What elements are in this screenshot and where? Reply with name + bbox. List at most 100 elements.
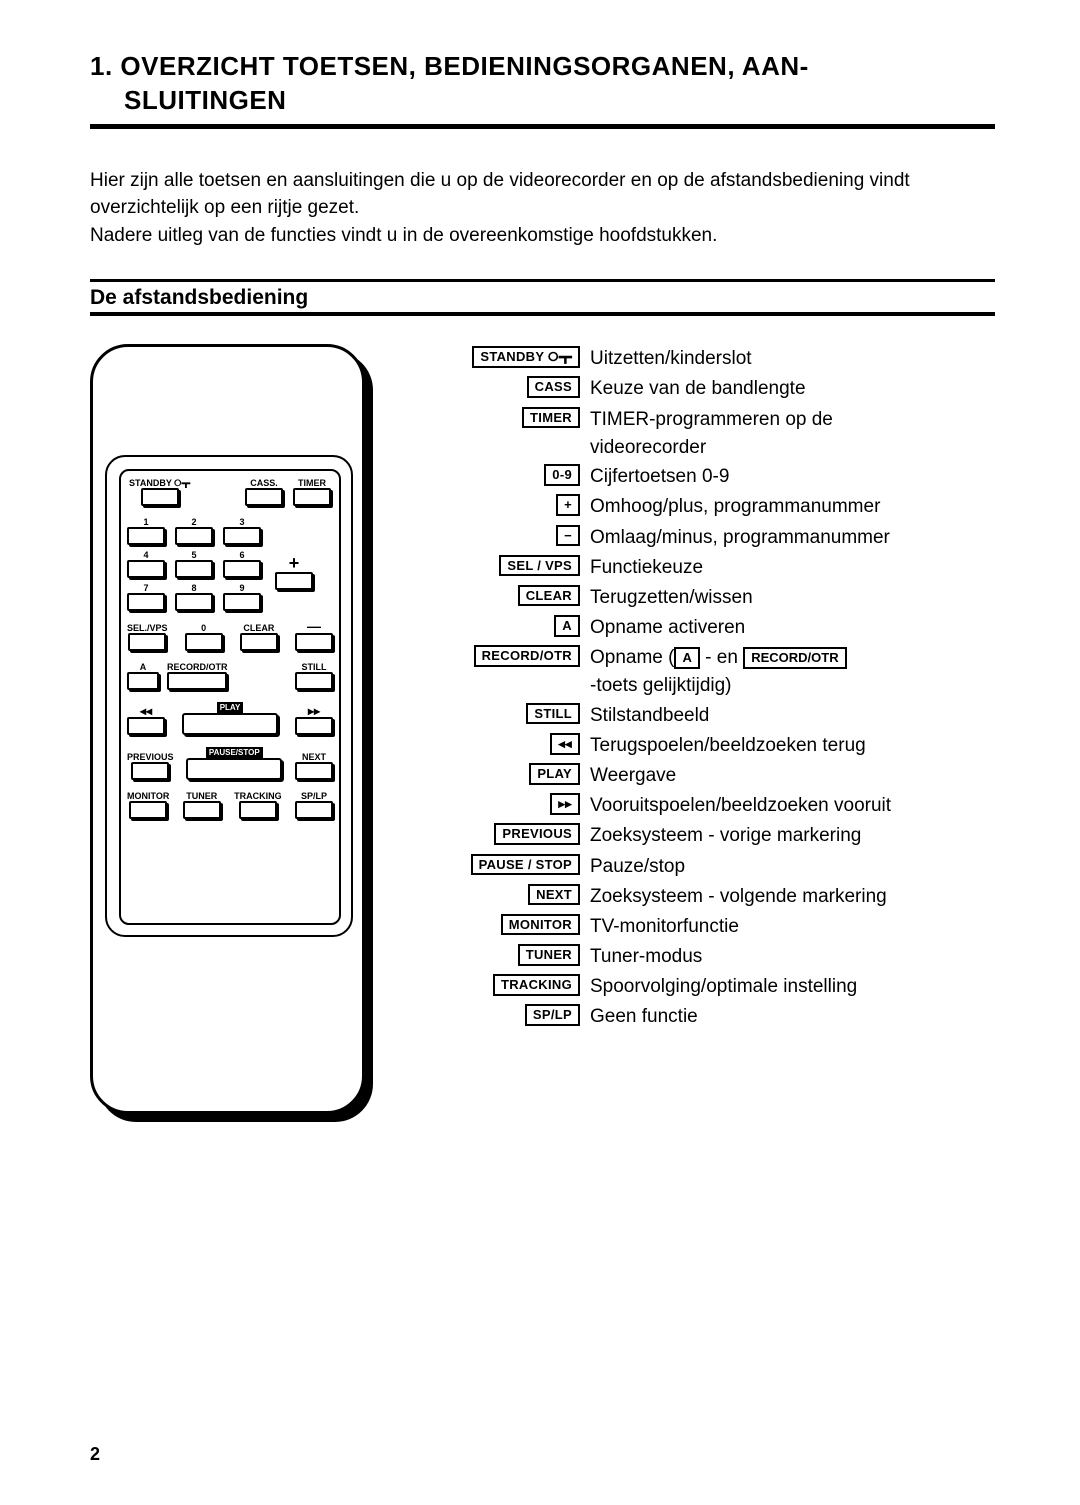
label-a: A — [140, 663, 147, 672]
label-8: 8 — [191, 584, 196, 593]
label-5: 5 — [191, 551, 196, 560]
btn-previous — [131, 762, 169, 780]
label-9: 9 — [239, 584, 244, 593]
legend-desc: Cijfertoetsen 0-9 — [590, 464, 729, 490]
label-tuner: TUNER — [186, 792, 217, 801]
label-standby: STANDBY ⭘┳ — [129, 479, 190, 488]
intro-p2: Nadere uitleg van de functies vindt u in… — [90, 222, 995, 250]
intro-text: Hier zijn alle toetsen en aansluitingen … — [90, 167, 995, 250]
legend-keybox: STILL — [526, 703, 580, 725]
legend-row: ◂◂Terugspoelen/beeldzoeken terug — [440, 733, 995, 759]
title-line-2: SLUITINGEN — [90, 85, 286, 115]
legend-desc: Functiekeuze — [590, 555, 703, 581]
label-plus: + — [289, 554, 300, 572]
legend-row: TIMER TIMER-programmeren op de — [440, 407, 995, 433]
btn-recordotr — [167, 672, 227, 690]
legend-keybox: PREVIOUS — [494, 823, 580, 845]
label-ff: ▸▸ — [308, 705, 320, 717]
label-7: 7 — [143, 584, 148, 593]
btn-standby — [141, 488, 179, 506]
legend-desc: Geen functie — [590, 1004, 698, 1030]
btn-play — [182, 713, 278, 735]
legend-row: +Omhoog/plus, programmanummer — [440, 494, 995, 520]
legend-desc: Zoeksysteem - vorige markering — [590, 823, 861, 849]
legend-row: PAUSE / STOP Pauze/stop — [440, 854, 995, 880]
btn-7 — [127, 593, 165, 611]
legend-row: PLAY Weergave — [440, 763, 995, 789]
button-legend: STANDBY ⭘┳ Uitzetten/kinderslot CASS Keuze … — [440, 344, 995, 1034]
legend-keybox: CASS — [527, 376, 580, 398]
legend-desc: Opname (A - en RECORD/OTR — [590, 645, 847, 671]
legend-desc: Vooruitspoelen/beeldzoeken vooruit — [590, 793, 891, 819]
legend-row: TUNERTuner-modus — [440, 944, 995, 970]
legend-desc: Pauze/stop — [590, 854, 685, 880]
btn-clear — [240, 633, 278, 651]
legend-keybox: PAUSE / STOP — [471, 854, 580, 876]
legend-desc-cont: -toets gelijktijdig) — [590, 673, 995, 699]
btn-selvps — [128, 633, 166, 651]
label-play: PLAY — [217, 702, 244, 713]
legend-row: RECORD/OTR Opname (A - en RECORD/OTR — [440, 645, 995, 671]
legend-row: 0-9 Cijfertoetsen 0-9 — [440, 464, 995, 490]
label-recordotr: RECORD/OTR — [167, 663, 228, 672]
subheading-rule-bottom — [90, 312, 995, 316]
label-monitor: MONITOR — [127, 792, 169, 801]
label-rew: ◂◂ — [140, 705, 152, 717]
legend-keybox: NEXT — [528, 884, 580, 906]
legend-keybox: PLAY — [529, 763, 580, 785]
legend-keybox: SP/LP — [525, 1004, 580, 1026]
legend-keybox: TRACKING — [493, 974, 580, 996]
legend-keybox: TIMER — [522, 407, 580, 429]
label-1: 1 — [143, 518, 148, 527]
btn-1 — [127, 527, 165, 545]
btn-2 — [175, 527, 213, 545]
legend-keybox: MONITOR — [501, 914, 580, 936]
section-title: 1. OVERZICHT TOETSEN, BEDIENINGSORGANEN,… — [90, 50, 995, 118]
label-previous: PREVIOUS — [127, 753, 174, 762]
legend-row: STANDBY ⭘┳ Uitzetten/kinderslot — [440, 346, 995, 372]
legend-keybox: 0-9 — [544, 464, 580, 486]
label-4: 4 — [143, 551, 148, 560]
legend-keybox: RECORD/OTR — [474, 645, 580, 667]
label-selvps: SEL./VPS — [127, 624, 168, 633]
legend-row: PREVIOUS Zoeksysteem - vorige markering — [440, 823, 995, 849]
btn-still — [295, 672, 333, 690]
legend-row: MONITORTV-monitorfunctie — [440, 914, 995, 940]
page-number: 2 — [90, 1444, 100, 1465]
label-splp: SP/LP — [301, 792, 327, 801]
legend-desc: Keuze van de bandlengte — [590, 376, 806, 402]
btn-tracking — [239, 801, 277, 819]
label-3: 3 — [239, 518, 244, 527]
btn-splp — [295, 801, 333, 819]
legend-row: STILL Stilstandbeeld — [440, 703, 995, 729]
btn-next — [295, 762, 333, 780]
legend-row: ▸▸Vooruitspoelen/beeldzoeken vooruit — [440, 793, 995, 819]
subheading-rule-top — [90, 279, 995, 282]
legend-desc: Weergave — [590, 763, 676, 789]
legend-row: TRACKING Spoorvolging/optimale instelling — [440, 974, 995, 1000]
label-clear: CLEAR — [243, 624, 274, 633]
legend-keybox: + — [556, 494, 580, 516]
content-columns: STANDBY ⭘┳ CASS. TIMER 1 2 3 — [90, 344, 995, 1114]
btn-ff — [295, 717, 333, 735]
legend-keybox: A — [554, 615, 580, 637]
legend-keybox: CLEAR — [518, 585, 580, 607]
legend-row: SEL / VPSFunctiekeuze — [440, 555, 995, 581]
subheading: De afstandsbediening — [90, 286, 995, 310]
legend-keybox: − — [556, 525, 580, 547]
legend-desc: Uitzetten/kinderslot — [590, 346, 752, 372]
label-0: 0 — [201, 624, 206, 633]
legend-row: AOpname activeren — [440, 615, 995, 641]
legend-desc: Tuner-modus — [590, 944, 702, 970]
legend-desc: TIMER-programmeren op de — [590, 407, 833, 433]
btn-5 — [175, 560, 213, 578]
legend-keybox: STANDBY ⭘┳ — [472, 346, 580, 368]
legend-keybox: ◂◂ — [550, 733, 580, 755]
legend-row: CLEARTerugzetten/wissen — [440, 585, 995, 611]
legend-desc: Stilstandbeeld — [590, 703, 709, 729]
btn-6 — [223, 560, 261, 578]
btn-a — [127, 672, 159, 690]
btn-3 — [223, 527, 261, 545]
legend-row: −Omlaag/minus, programmanummer — [440, 525, 995, 551]
legend-desc: Spoorvolging/optimale instelling — [590, 974, 857, 1000]
